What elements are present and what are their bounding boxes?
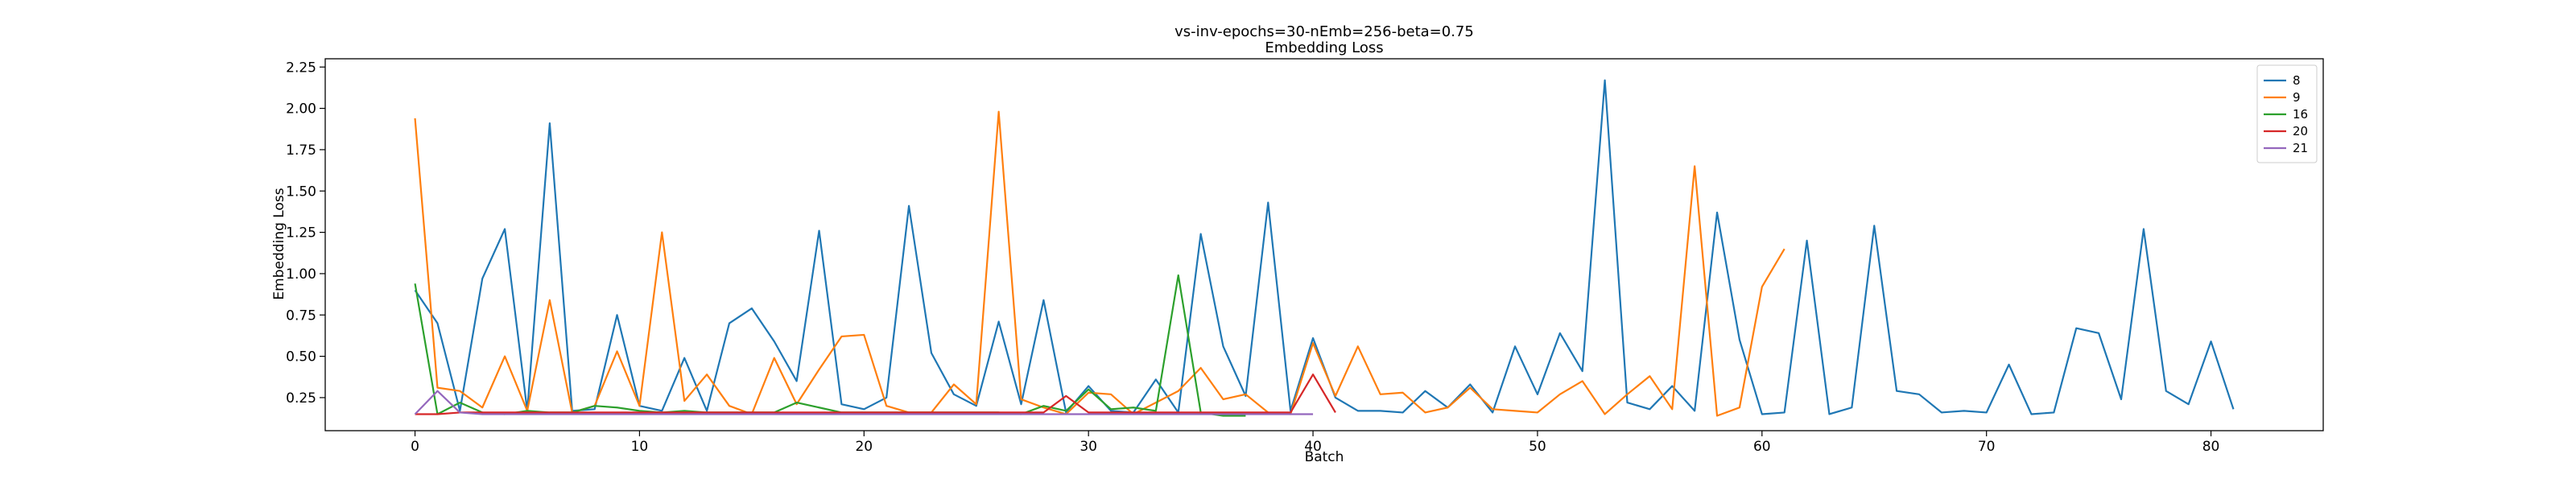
x-tick-label: 40 [1304,439,1322,455]
series-line-9 [414,110,1785,417]
legend-label-21: 21 [2293,141,2308,155]
x-tick-label: 30 [1080,439,1097,455]
chart-subtitle: Embedding Loss [1265,39,1383,56]
y-tick-label: 1.00 [286,266,316,283]
legend: 8 9 16 20 21 [2256,64,2318,163]
x-tick-label: 70 [1978,439,1996,455]
x-tick-label: 80 [2202,439,2220,455]
y-tick-label: 0.50 [286,349,316,365]
y-tick-label: 2.00 [286,101,316,118]
y-tick-label: 1.25 [286,225,316,242]
legend-box [2256,64,2318,163]
x-tick-label: 0 [411,439,419,455]
series-line-21 [414,390,1314,415]
y-tick-label: 0.25 [286,390,316,407]
legend-label-20: 20 [2293,124,2308,138]
x-tick-label: 10 [631,439,649,455]
x-axis-title: Batch [1305,449,1344,465]
plot-frame [324,58,2324,431]
plot-area [414,79,2235,417]
chart-title: vs-inv-epochs=30-nEmb=256-beta=0.75 [1174,23,1474,40]
x-tick-label: 50 [1529,439,1546,455]
y-tick-label: 1.50 [286,184,316,200]
y-axis-title: Embedding Loss [271,188,287,299]
legend-label-16: 16 [2293,107,2308,122]
x-tick-label: 20 [855,439,873,455]
legend-label-9: 9 [2293,90,2301,105]
axes: 0 10 20 30 40 50 60 70 80 0.25 0.50 0.75 1.00 1.25 1.5… [286,58,2324,455]
y-tick-label: 0.75 [286,308,316,324]
x-tick-label: 60 [1753,439,1771,455]
series-line-20 [415,374,1336,415]
y-tick-label: 1.75 [286,142,316,159]
y-tick-label: 2.25 [286,60,316,76]
legend-label-8: 8 [2293,73,2301,88]
